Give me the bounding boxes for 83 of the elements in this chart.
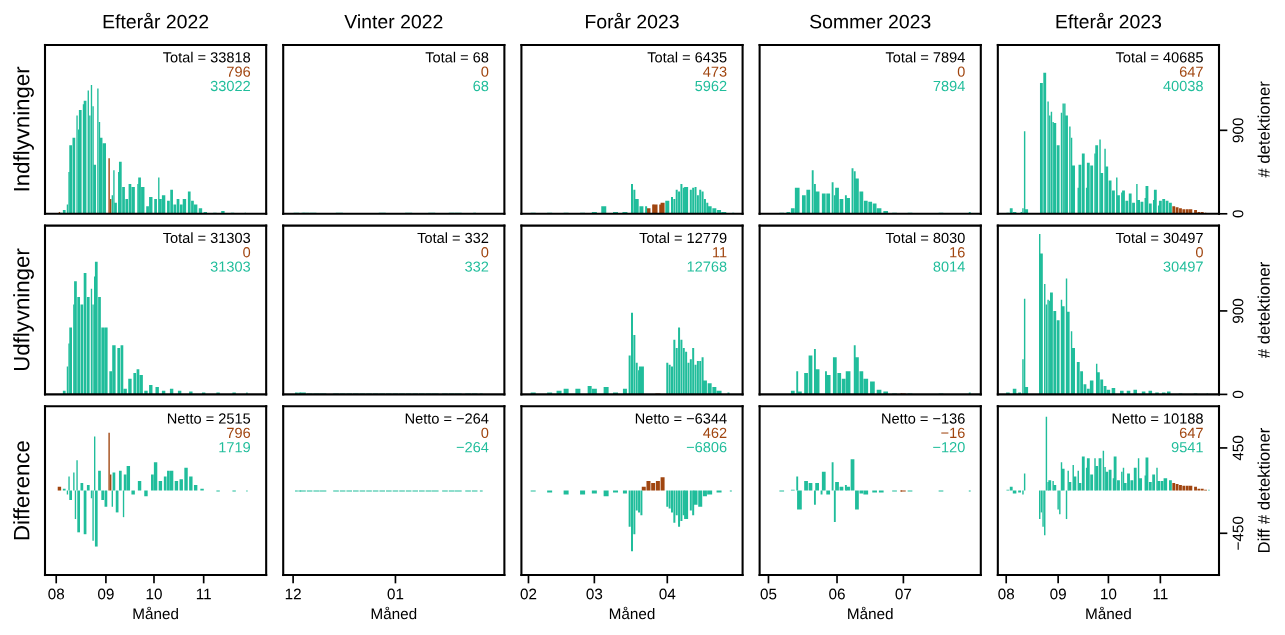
annotation: Netto = −136 (882, 413, 965, 424)
annotation: Total = 6435 (647, 51, 727, 63)
y-axis-title: # detektioner (1257, 81, 1270, 178)
x-tick-label: 09 (1050, 588, 1066, 600)
y-tick-label: 0 (1232, 390, 1244, 399)
annotation: 0 (1195, 247, 1203, 258)
annotation: Total = 30497 (1115, 232, 1203, 244)
annotation: 796 (227, 66, 251, 77)
y-axis-title: Difference (13, 441, 30, 540)
annotation: −120 (933, 442, 965, 453)
y-axis-title: Udflyvninger (13, 248, 34, 371)
annotation: 462 (703, 427, 727, 439)
annotation: 9541 (1171, 442, 1203, 453)
chart-title: Vinter 2022 (344, 14, 443, 29)
annotation: 473 (703, 66, 727, 77)
annotation: 30497 (1163, 261, 1203, 272)
x-tick-label: 06 (829, 588, 845, 600)
x-tick-label: 10 (146, 588, 162, 600)
chart-title: Sommer 2023 (810, 14, 931, 29)
annotation: 647 (1179, 427, 1203, 439)
chart-title: Forår 2023 (586, 12, 679, 29)
annotation: 0 (243, 247, 251, 258)
x-tick-label: 09 (98, 588, 114, 600)
annotation: Netto = −6344 (635, 413, 727, 424)
y-tick-label: 450 (1232, 435, 1244, 461)
x-tick-label: 01 (387, 588, 404, 600)
annotation: 7894 (933, 80, 965, 92)
annotation: −264 (456, 442, 489, 453)
annotation: Total = 7894 (885, 51, 965, 63)
y-axis-title: # detektioner (1257, 262, 1270, 359)
annotation: 332 (465, 261, 489, 272)
x-tick-label: 08 (998, 588, 1015, 600)
annotation: 647 (1179, 66, 1203, 77)
annotation: −16 (941, 427, 965, 439)
annotation: 1719 (219, 442, 251, 453)
y-tick-label: 900 (1232, 118, 1244, 143)
annotation: 12768 (687, 261, 727, 272)
annotation: Total = 12779 (639, 232, 727, 244)
annotation: 0 (957, 66, 965, 77)
x-axis-title: Måned (371, 606, 417, 620)
annotation: Total = 33818 (163, 51, 251, 63)
y-tick-label: −450 (1232, 516, 1244, 550)
annotation: 33022 (210, 80, 250, 92)
annotation: 796 (227, 427, 251, 439)
annotation: 11 (713, 247, 727, 258)
annotation: 8014 (933, 261, 965, 272)
x-tick-label: 11 (196, 588, 211, 600)
annotation: 16 (950, 247, 965, 258)
annotation: Total = 31303 (163, 232, 251, 244)
chart-title: Efterår 2022 (103, 12, 209, 29)
annotation: Total = 332 (417, 232, 489, 244)
x-tick-label: 08 (48, 588, 65, 600)
chart-title: Efterår 2023 (1056, 12, 1162, 29)
annotation: Total = 68 (425, 51, 489, 63)
y-tick-label: 0 (1232, 210, 1244, 218)
x-tick-label: 07 (895, 588, 912, 600)
x-tick-label: 02 (520, 588, 537, 600)
x-tick-label: 12 (285, 588, 301, 600)
x-tick-label: 05 (760, 588, 777, 600)
x-axis-title: Måned (133, 606, 178, 620)
annotation: Netto = −264 (405, 413, 489, 424)
annotation: Total = 8030 (885, 232, 965, 244)
annotation: Total = 40685 (1115, 51, 1203, 63)
x-tick-label: 11 (1153, 588, 1168, 600)
x-axis-title: Måned (609, 606, 655, 620)
x-tick-label: 03 (586, 588, 603, 600)
annotation: 5962 (695, 80, 727, 92)
annotation: 68 (473, 80, 489, 92)
annotation: 0 (481, 247, 489, 258)
y-tick-label: 900 (1232, 298, 1244, 323)
annotation: Netto = 2515 (167, 413, 251, 424)
annotation: −6806 (686, 442, 727, 453)
annotation: Netto = 10188 (1112, 413, 1203, 424)
annotation: 31303 (210, 261, 251, 272)
x-axis-title: Måned (1086, 606, 1131, 620)
annotation: 0 (481, 66, 489, 77)
y-axis-title: Diff # detektioner (1257, 428, 1270, 553)
y-axis-title: Indflyvninger (13, 66, 34, 191)
x-tick-label: 04 (659, 588, 676, 600)
annotation: 0 (481, 427, 489, 439)
x-tick-label: 10 (1101, 588, 1117, 600)
annotation: 40038 (1163, 80, 1203, 92)
x-axis-title: Måned (848, 606, 893, 620)
